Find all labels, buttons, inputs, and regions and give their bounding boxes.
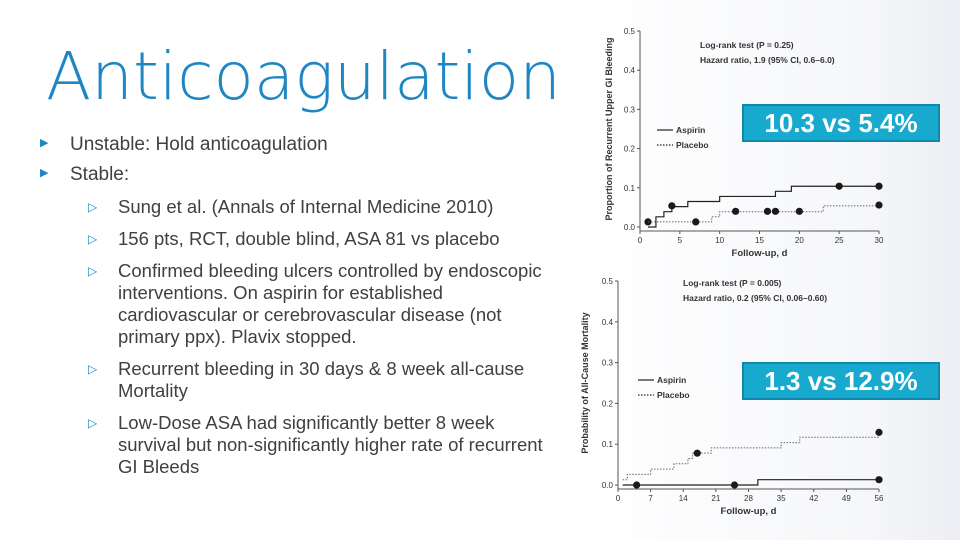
sub-bullet-item: ▷ 156 pts, RCT, double blind, ASA 81 vs p…: [88, 228, 560, 250]
x-tick-label: 14: [679, 494, 688, 503]
series-line-placebo: [622, 436, 879, 481]
sub-bullet-text: 156 pts, RCT, double blind, ASA 81 vs pl…: [118, 228, 500, 249]
series-line-aspirin: [647, 185, 879, 228]
x-tick-label: 10: [715, 236, 724, 245]
censor-point-aspirin: [730, 481, 739, 489]
censor-point-aspirin: [875, 476, 883, 484]
y-tick-label: 0.2: [602, 399, 614, 408]
x-tick-label: 7: [648, 494, 653, 503]
sub-bullet-text: Low-Dose ASA had significantly better 8 …: [118, 412, 543, 477]
triangle-right-outline-icon: ▷: [88, 264, 98, 278]
x-tick-label: 15: [755, 236, 764, 245]
sub-bullet-text: Sung et al. (Annals of Internal Medicine…: [118, 196, 494, 217]
y-tick-label: 0.3: [624, 105, 636, 114]
x-tick-label: 5: [678, 236, 683, 245]
legend-label: Aspirin: [676, 125, 705, 135]
censor-point-placebo: [692, 218, 700, 226]
triangle-right-outline-icon: ▷: [88, 362, 98, 376]
x-tick-label: 25: [835, 236, 844, 245]
legend-label: Aspirin: [657, 375, 686, 385]
chart-annotation: Hazard ratio, 0.2 (95% CI, 0.06–0.60): [683, 293, 827, 303]
callout-mortality: 1.3 vs 12.9%: [742, 362, 940, 400]
bullet-list: ▶ Unstable: Hold anticoagulation ▶ Stable:…: [40, 134, 560, 488]
sub-bullet-item: ▷ Low-Dose ASA had significantly better 8…: [88, 412, 560, 478]
y-axis-label: Proportion of Recurrent Upper GI Bleedin…: [604, 37, 614, 220]
x-tick-label: 56: [875, 494, 884, 503]
censor-point-placebo: [795, 207, 803, 215]
y-tick-label: 0.0: [602, 481, 614, 490]
sub-bullet-text: Confirmed bleeding ulcers controlled by …: [118, 260, 542, 347]
x-tick-label: 42: [809, 494, 818, 503]
x-tick-label: 0: [638, 236, 643, 245]
bullet-item: ▶ Unstable: Hold anticoagulation: [40, 134, 560, 156]
censor-point-placebo: [771, 207, 780, 215]
chart-annotation: Hazard ratio, 1.9 (95% CI, 0.6–6.0): [700, 55, 835, 65]
censor-point-aspirin: [835, 182, 843, 190]
series-line-aspirin: [622, 479, 879, 486]
y-tick-label: 0.1: [602, 440, 614, 449]
x-tick-label: 30: [875, 236, 884, 245]
bullet-text: Unstable: Hold anticoagulation: [70, 134, 328, 155]
legend-label: Placebo: [657, 390, 690, 400]
sub-bullet-item: ▷ Confirmed bleeding ulcers controlled by…: [88, 260, 560, 348]
legend-label: Placebo: [676, 140, 709, 150]
slide-title: Anticoagulation: [46, 38, 561, 115]
chart-annotation: Log-rank test (P = 0.005): [683, 278, 782, 288]
y-tick-label: 0.0: [624, 223, 636, 232]
series-line-placebo: [647, 205, 879, 223]
triangle-right-outline-icon: ▷: [88, 416, 98, 430]
x-tick-label: 0: [616, 494, 621, 503]
censor-point-placebo: [693, 449, 701, 457]
censor-point-aspirin: [633, 481, 641, 489]
y-tick-label: 0.4: [602, 318, 614, 327]
sub-bullet-text: Recurrent bleeding in 30 days & 8 week a…: [118, 358, 525, 401]
censor-point-placebo: [763, 207, 772, 215]
sub-bullet-item: ▷ Sung et al. (Annals of Internal Medicin…: [88, 196, 560, 218]
x-tick-label: 49: [842, 494, 851, 503]
x-tick-label: 20: [795, 236, 804, 245]
y-tick-label: 0.5: [602, 277, 614, 286]
bullet-text: Stable:: [70, 164, 130, 185]
x-tick-label: 35: [777, 494, 786, 503]
censor-point-placebo: [875, 201, 883, 209]
triangle-right-outline-icon: ▷: [88, 232, 98, 246]
sub-bullet-item: ▷ Recurrent bleeding in 30 days & 8 week …: [88, 358, 560, 402]
triangle-right-icon: ▶: [40, 167, 49, 179]
censor-point-placebo: [875, 428, 883, 436]
y-tick-label: 0.3: [602, 359, 614, 368]
sub-bullet-list: ▷ Sung et al. (Annals of Internal Medicin…: [88, 196, 560, 478]
bullet-item: ▶ Stable: ▷ Sung et al. (Annals of Interna…: [40, 164, 560, 478]
x-axis-label: Follow-up, d: [732, 248, 788, 259]
callout-bleeding: 10.3 vs 5.4%: [742, 104, 940, 142]
censor-point-placebo: [732, 207, 740, 215]
censor-point-aspirin: [875, 182, 883, 190]
y-tick-label: 0.1: [624, 184, 636, 193]
chart-annotation: Log-rank test (P = 0.25): [700, 40, 794, 50]
x-axis-label: Follow-up, d: [721, 506, 777, 517]
triangle-right-outline-icon: ▷: [88, 200, 98, 214]
x-tick-label: 21: [711, 494, 720, 503]
y-tick-label: 0.2: [624, 145, 636, 154]
y-tick-label: 0.5: [624, 27, 636, 36]
y-tick-label: 0.4: [624, 66, 636, 75]
triangle-right-icon: ▶: [40, 137, 49, 149]
censor-point-aspirin: [668, 202, 676, 210]
y-axis-label: Probability of All-Cause Mortality: [580, 312, 590, 453]
x-tick-label: 28: [744, 494, 753, 503]
